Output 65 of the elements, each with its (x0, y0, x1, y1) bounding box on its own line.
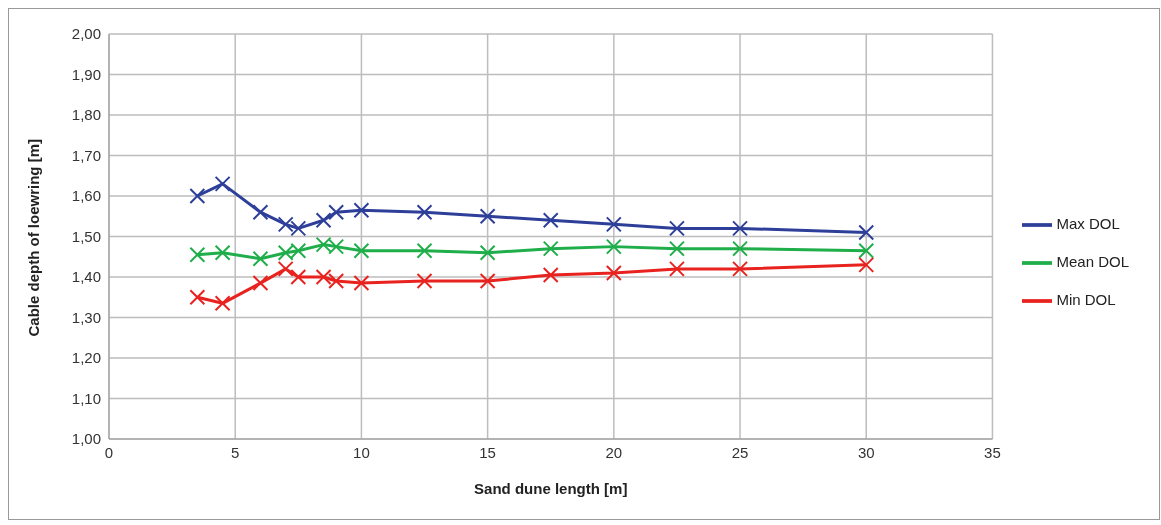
point (214, 244, 231, 261)
y-tick-label: 1,70 (71, 146, 101, 164)
point (290, 269, 307, 285)
point (668, 220, 685, 237)
point (328, 204, 345, 221)
point (277, 216, 294, 233)
y-tick-label: 1,60 (71, 187, 101, 205)
point (605, 264, 622, 281)
point (542, 212, 559, 229)
y-tick-label: 1,80 (71, 106, 101, 124)
point (858, 242, 875, 259)
point (315, 269, 332, 285)
point (668, 260, 685, 277)
x-tick-label: 5 (231, 443, 240, 461)
x-tick-label: 30 (857, 443, 875, 461)
point (214, 295, 231, 312)
x-tick-label: 15 (479, 443, 496, 461)
x-tick-label: 0 (104, 443, 114, 461)
point (252, 275, 269, 292)
x-tick-label: 25 (731, 443, 749, 461)
point (858, 256, 875, 273)
y-tick-label: 1,20 (71, 349, 101, 367)
point (732, 240, 749, 257)
point (353, 202, 370, 219)
point (315, 212, 332, 229)
y-axis-title: Cable depth of loewring [m] (25, 139, 43, 337)
point (328, 273, 345, 290)
point (252, 204, 269, 221)
point (479, 273, 496, 290)
point (858, 224, 875, 241)
point (479, 244, 496, 261)
point (353, 275, 370, 292)
y-tick-label: 1,50 (71, 227, 101, 245)
y-tick-label: 1,30 (71, 308, 101, 326)
x-tick-label: 35 (984, 443, 1001, 461)
point (732, 260, 749, 277)
point (416, 273, 433, 290)
y-tick-label: 1,00 (71, 430, 101, 448)
y-tick-label: 2,00 (71, 25, 101, 43)
y-tick-label: 1,40 (71, 268, 101, 286)
point (416, 204, 433, 221)
point (277, 260, 294, 277)
point (732, 220, 749, 237)
point (290, 220, 307, 237)
legend-label: Max DOL (1056, 214, 1120, 232)
y-tick-label: 1,90 (71, 65, 101, 83)
point (214, 175, 231, 192)
legend-label: Mean DOL (1056, 252, 1129, 270)
point (479, 208, 496, 225)
legend-label: Min DOL (1056, 290, 1116, 308)
point (542, 240, 559, 257)
point (542, 266, 559, 283)
point (353, 242, 370, 259)
point (605, 238, 622, 255)
point (668, 240, 685, 257)
x-tick-label: 10 (353, 443, 370, 461)
point (252, 250, 269, 267)
y-tick-label: 1,10 (71, 389, 101, 407)
point (189, 188, 206, 204)
x-axis-title: Sand dune length [m] (474, 480, 628, 497)
x-tick-label: 20 (605, 443, 623, 461)
point (189, 289, 206, 306)
point (189, 246, 206, 263)
point (605, 216, 622, 233)
point (416, 242, 433, 259)
